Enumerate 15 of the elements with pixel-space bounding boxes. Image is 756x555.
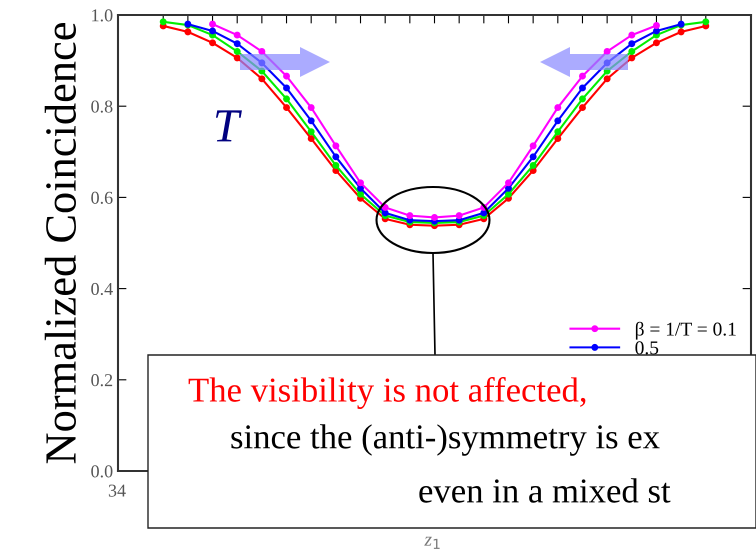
y-tick-label: 0.8 <box>91 100 112 113</box>
legend-label: 0.5 <box>635 341 658 354</box>
x-axis-title: z$_{1}$ <box>424 536 440 549</box>
text: even in a mixed st <box>419 478 670 503</box>
annotation: since the (anti-)symmetry is ex <box>231 424 660 456</box>
y-axis-title: Normalized Coincidence <box>44 23 76 464</box>
text: 34 <box>108 484 126 497</box>
legend-label: β = 1/T = 0.1 <box>636 322 736 340</box>
y-tick-label: 0.4 <box>91 282 113 296</box>
y-tick-label: 0.0 <box>91 465 112 478</box>
y-tick-label: 0.6 <box>91 192 113 204</box>
annotation: T <box>216 110 242 142</box>
y-tick-label: 1.0 <box>92 9 112 22</box>
y-tick-label: 0.2 <box>91 374 112 386</box>
annotation: The visibility is not affected, <box>188 377 586 409</box>
